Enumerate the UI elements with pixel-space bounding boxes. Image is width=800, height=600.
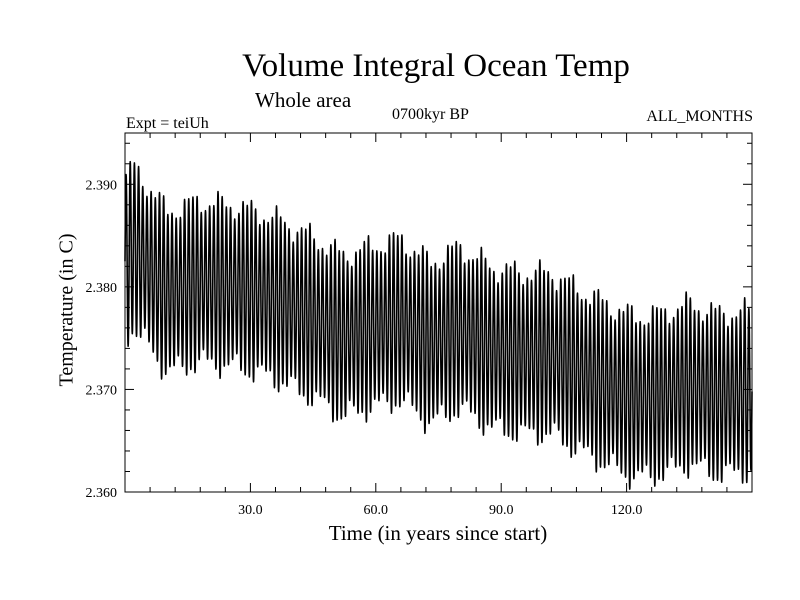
y-tick-label: 2.360 [86,486,118,501]
x-axis-label: Time (in years since start) [328,521,548,545]
experiment-label: Expt = teiUh [126,115,209,132]
period-label: 0700kyr BP [392,106,469,123]
months-label: ALL_MONTHS [646,108,753,125]
series-line [124,160,753,490]
x-tick-label: 30.0 [238,503,263,518]
plot-frame [124,132,753,493]
x-tick-label: 90.0 [489,503,514,518]
chart-subtitle: Whole area [255,88,352,112]
x-tick-label: 60.0 [364,503,389,518]
y-tick-label: 2.390 [86,178,118,193]
x-tick-label: 120.0 [611,503,643,518]
chart-title: Volume Integral Ocean Temp [242,48,630,84]
y-tick-label: 2.370 [86,383,118,398]
y-tick-label: 2.380 [86,281,118,296]
